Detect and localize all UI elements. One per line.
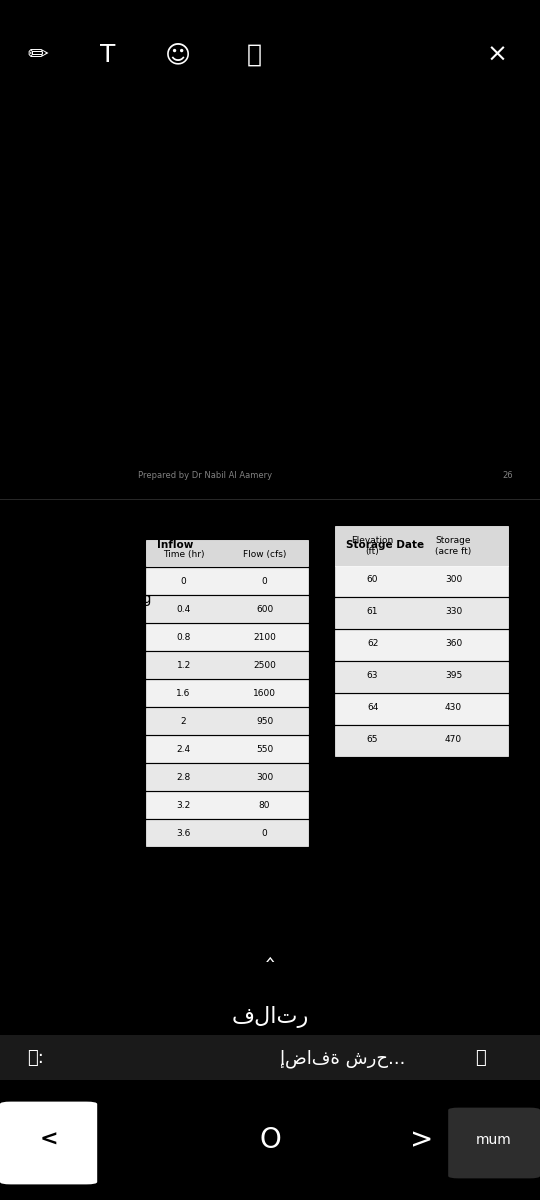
Text: ✏: ✏ <box>28 43 48 67</box>
Text: 2: 2 <box>181 716 186 726</box>
Text: إضافة شرح...: إضافة شرح... <box>280 1049 405 1068</box>
Text: 1.6: 1.6 <box>177 689 191 697</box>
Text: 2500: 2500 <box>253 661 276 670</box>
FancyBboxPatch shape <box>146 540 308 566</box>
Text: O: O <box>259 1126 281 1154</box>
FancyBboxPatch shape <box>146 708 308 734</box>
Text: Storage
(acre ft): Storage (acre ft) <box>435 536 472 556</box>
FancyBboxPatch shape <box>146 764 308 790</box>
FancyBboxPatch shape <box>146 792 308 818</box>
Text: 4ᵗʰ year civil engineering class: 4ᵗʰ year civil engineering class <box>374 512 524 522</box>
Text: 2.8: 2.8 <box>177 773 191 781</box>
Text: 63: 63 <box>367 672 379 680</box>
Text: 1. Flow = 3LH ³⁄₂: 1. Flow = 3LH ³⁄₂ <box>43 332 140 346</box>
FancyBboxPatch shape <box>335 566 508 596</box>
Text: 600: 600 <box>256 605 273 613</box>
Text: 2.4: 2.4 <box>177 745 191 754</box>
Text: 3.2: 3.2 <box>177 800 191 810</box>
Text: 2100: 2100 <box>253 632 276 642</box>
FancyBboxPatch shape <box>146 820 308 846</box>
Text: 470: 470 <box>445 736 462 744</box>
Text: 330: 330 <box>445 607 462 617</box>
Text: • HW1//: • HW1// <box>16 632 71 646</box>
Text: 950: 950 <box>256 716 273 726</box>
Text: reservoir. The storage (elevation versus volume) data obtained from: reservoir. The storage (elevation versus… <box>27 180 444 193</box>
Text: Inflow: Inflow <box>157 540 193 550</box>
Text: 26: 26 <box>502 472 513 480</box>
Text: 300: 300 <box>256 773 273 781</box>
Text: mum: mum <box>476 1133 512 1147</box>
Text: 430: 430 <box>445 703 462 713</box>
Text: • HW1// Route the flood hydrograph indicated below through a: • HW1// Route the flood hydrograph indic… <box>27 130 399 143</box>
Text: 0: 0 <box>181 577 186 586</box>
FancyBboxPatch shape <box>146 624 308 650</box>
Text: 65: 65 <box>367 736 379 744</box>
Text: • HW1// Route the flood hydrograph indicated below through a
reservoir. The stor: • HW1// Route the flood hydrograph indic… <box>27 137 433 196</box>
Text: 1.2: 1.2 <box>177 661 191 670</box>
Text: • Flood Routing: • Flood Routing <box>16 552 124 566</box>
FancyBboxPatch shape <box>335 662 508 692</box>
FancyBboxPatch shape <box>335 630 508 660</box>
Text: 64: 64 <box>367 703 379 713</box>
FancyBboxPatch shape <box>0 1102 97 1184</box>
Text: Flow (cfs): Flow (cfs) <box>243 550 286 558</box>
Text: ⧖: ⧖ <box>246 43 261 67</box>
Text: 0.4: 0.4 <box>177 605 191 613</box>
FancyBboxPatch shape <box>448 1108 540 1178</box>
Text: 3. Crest height = 60 ft: 3. Crest height = 60 ft <box>43 433 176 446</box>
Text: 1600: 1600 <box>253 689 276 697</box>
FancyBboxPatch shape <box>335 726 508 756</box>
FancyBboxPatch shape <box>335 526 508 566</box>
Text: 0: 0 <box>262 829 267 838</box>
Text: 3.6: 3.6 <box>177 829 191 838</box>
Text: characteristics:: characteristics: <box>27 282 129 294</box>
Text: ☺: ☺ <box>165 43 191 67</box>
Text: 300: 300 <box>445 576 462 584</box>
Text: 62: 62 <box>367 640 379 648</box>
Text: 0: 0 <box>262 577 267 586</box>
Text: Hydrology: Hydrology <box>16 512 69 522</box>
FancyBboxPatch shape <box>146 736 308 762</box>
FancyBboxPatch shape <box>146 652 308 678</box>
Text: <: < <box>39 1130 58 1150</box>
FancyBboxPatch shape <box>146 680 308 706</box>
Text: Storage Date: Storage Date <box>346 540 424 550</box>
Text: ‸: ‸ <box>266 938 274 962</box>
Text: 80: 80 <box>259 800 271 810</box>
Text: the reservoir survey are given. The spillway has the following: the reservoir survey are given. The spil… <box>27 230 403 244</box>
Text: >: > <box>409 1126 433 1154</box>
FancyBboxPatch shape <box>146 568 308 594</box>
Text: 0.8: 0.8 <box>177 632 191 642</box>
Text: • Reservoir Routing: • Reservoir Routing <box>16 592 152 606</box>
Text: 395: 395 <box>445 672 462 680</box>
Text: Elevation
(ft): Elevation (ft) <box>352 536 394 556</box>
FancyBboxPatch shape <box>335 694 508 724</box>
Text: Time (hr): Time (hr) <box>163 550 204 558</box>
Text: Prepared by Dr Nabil Al Aamery: Prepared by Dr Nabil Al Aamery <box>138 472 272 480</box>
Text: 360: 360 <box>445 640 462 648</box>
Text: ⓘ:: ⓘ: <box>27 1049 44 1068</box>
Text: 📷: 📷 <box>475 1049 486 1068</box>
FancyBboxPatch shape <box>335 598 508 628</box>
Text: 2. Length = 70 ft: 2. Length = 70 ft <box>43 383 144 396</box>
Text: 550: 550 <box>256 745 273 754</box>
Text: 60: 60 <box>367 576 379 584</box>
Text: T: T <box>100 43 116 67</box>
Text: فلاتر: فلاتر <box>231 1006 309 1028</box>
FancyBboxPatch shape <box>0 1034 540 1080</box>
Text: ×: × <box>487 43 507 67</box>
FancyBboxPatch shape <box>146 596 308 622</box>
Text: 61: 61 <box>367 607 379 617</box>
